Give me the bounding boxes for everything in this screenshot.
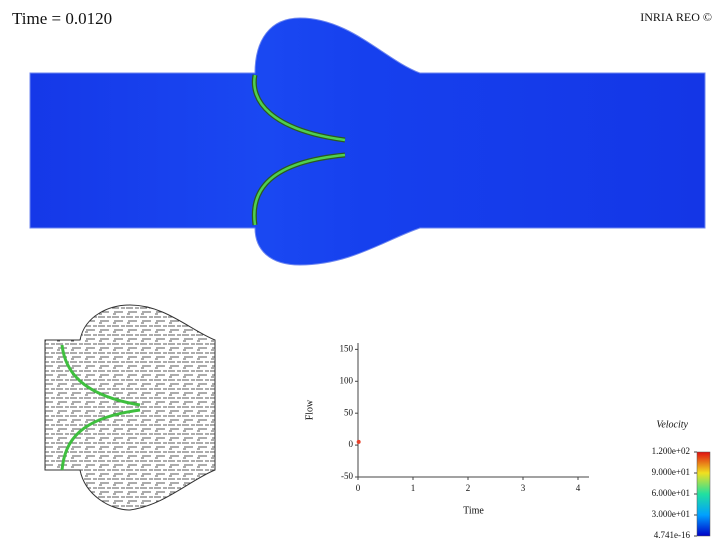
mesh-view (45, 305, 215, 510)
page: { "time_label": "Time = 0.0120", "credit… (0, 0, 720, 545)
colorbar: Velocity 1.200e+02 9.000e+01 6.000e+01 3.000… (652, 419, 710, 540)
x-tick-label: 0 (356, 483, 361, 493)
colorbar-tick-label: 6.000e+01 (652, 488, 690, 498)
vessel-domain (30, 18, 705, 265)
y-tick-label: -50 (341, 471, 353, 481)
y-tick-label: 0 (349, 439, 354, 449)
x-tick-label: 2 (466, 483, 471, 493)
y-tick-label: 100 (340, 375, 354, 385)
screen: Time = 0.0120 INRIA REO © -5005010015001… (0, 0, 720, 545)
x-axis-label: Time (463, 505, 484, 516)
x-tick-label: 3 (521, 483, 526, 493)
colorbar-tick-label: 4.741e-16 (654, 530, 691, 540)
colorbar-title: Velocity (656, 419, 688, 430)
colorbar-gradient (697, 452, 710, 536)
credit: INRIA REO © (640, 10, 712, 24)
y-tick-label: 50 (344, 407, 354, 417)
x-tick-label: 4 (576, 483, 581, 493)
colorbar-tick-label: 3.000e+01 (652, 509, 690, 519)
y-axis-label: Flow (304, 399, 315, 420)
colorbar-tick-label: 1.200e+02 (652, 446, 690, 456)
flow-point (357, 440, 361, 444)
x-tick-label: 1 (411, 483, 416, 493)
y-tick-label: 150 (340, 343, 354, 353)
time-label: Time = 0.0120 (12, 9, 112, 28)
colorbar-tick-label: 9.000e+01 (652, 467, 690, 477)
